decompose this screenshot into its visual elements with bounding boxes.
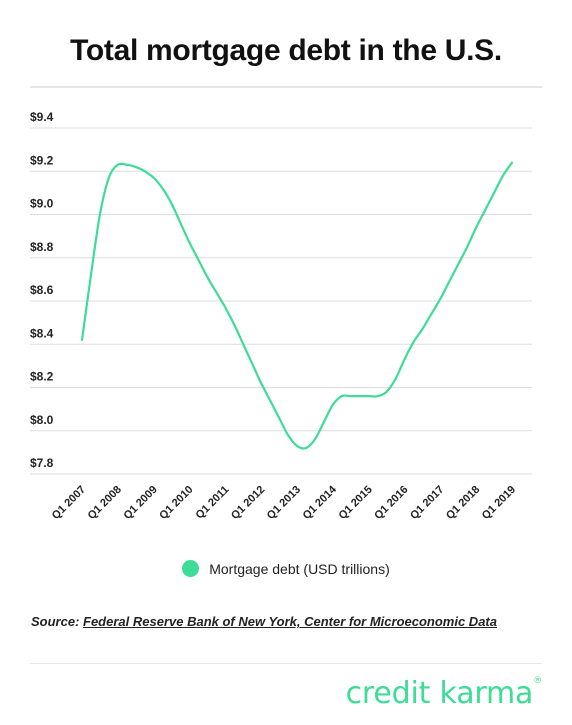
x-tick-label: Q1 2007 xyxy=(50,484,88,522)
legend-swatch-icon xyxy=(182,560,200,577)
y-tick-label: $9.0 xyxy=(30,197,54,211)
logo-registered-mark: ® xyxy=(533,676,542,686)
x-tick-label: Q1 2009 xyxy=(121,484,159,522)
y-tick-label: $8.2 xyxy=(30,370,54,384)
y-axis-tick-labels: $9.4 $9.2 $9.0 $8.8 $8.6 $8.4 $8.2 $8.0 $7.8 xyxy=(30,110,54,470)
logo-text: credit karma xyxy=(345,676,534,711)
x-tick-label: Q1 2013 xyxy=(265,484,303,522)
x-tick-label: Q1 2016 xyxy=(372,484,410,522)
grid-lines xyxy=(30,127,532,475)
top-divider xyxy=(30,86,542,88)
y-tick-label: $9.4 xyxy=(30,110,54,124)
x-tick-label: Q1 2017 xyxy=(408,484,446,522)
line-chart: $9.4 $9.2 $9.0 $8.8 $8.6 $8.4 $8.2 $8.0 $7.8 Q1 … xyxy=(30,110,532,522)
x-tick-label: Q1 2012 xyxy=(229,484,267,522)
y-tick-label: $8.4 xyxy=(30,326,54,340)
x-tick-label: Q1 2014 xyxy=(301,483,340,522)
source-link[interactable]: Federal Reserve Bank of New York, Center… xyxy=(83,614,497,629)
credit-karma-logo: credit karma® xyxy=(345,676,543,711)
chart-legend: Mortgage debt (USD trillions) xyxy=(0,560,572,577)
y-tick-label: $8.8 xyxy=(30,240,54,254)
x-tick-label: Q1 2018 xyxy=(444,484,482,522)
y-tick-label: $8.0 xyxy=(30,413,54,427)
series-line-mortgage-debt xyxy=(80,161,514,450)
y-tick-label: $8.6 xyxy=(30,283,54,297)
source-note: Source: Federal Reserve Bank of New York… xyxy=(31,614,497,629)
page-title: Total mortgage debt in the U.S. xyxy=(70,34,502,67)
x-tick-label: Q1 2010 xyxy=(157,484,195,522)
x-tick-label: Q1 2019 xyxy=(480,484,518,522)
bottom-divider xyxy=(30,663,542,664)
x-tick-label: Q1 2011 xyxy=(194,484,232,522)
source-prefix: Source: xyxy=(31,614,84,629)
y-tick-label: $9.2 xyxy=(30,153,54,167)
legend-label: Mortgage debt (USD trillions) xyxy=(209,560,390,577)
series-lines xyxy=(80,161,514,450)
x-tick-label: Q1 2008 xyxy=(86,484,124,522)
x-tick-label: Q1 2015 xyxy=(336,484,374,522)
y-tick-label: $7.8 xyxy=(30,456,54,470)
